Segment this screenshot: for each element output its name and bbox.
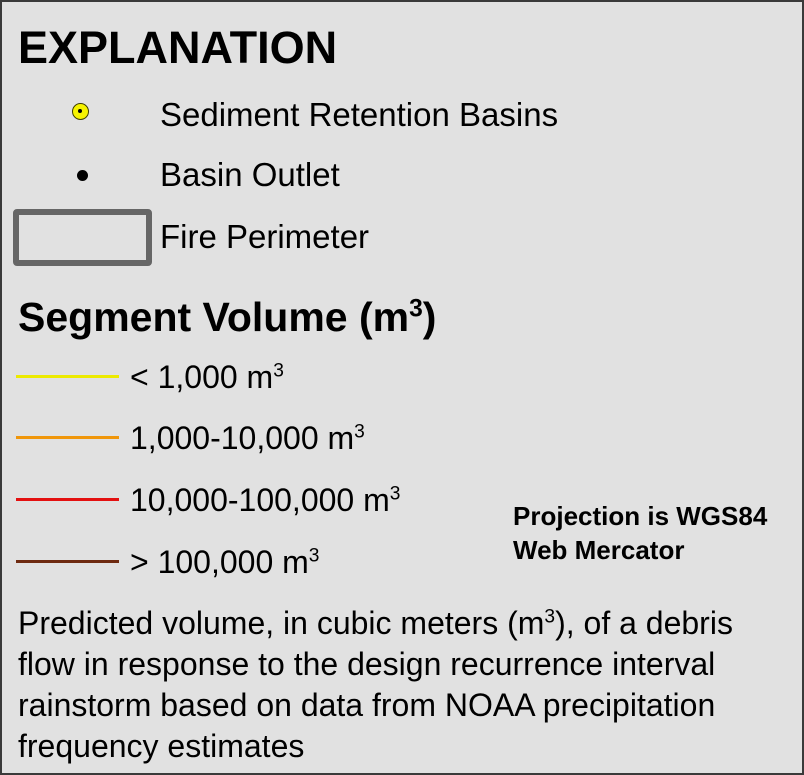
volume-swatch-gt-100000 bbox=[16, 560, 119, 563]
segment-volume-title: Segment Volume (m3) bbox=[18, 294, 437, 340]
projection-note: Projection is WGS84 Web Mercator bbox=[513, 501, 768, 565]
legend-title: EXPLANATION bbox=[18, 22, 338, 73]
segment-volume-title-superscript: 3 bbox=[409, 295, 423, 323]
volume-label-10000-100000: 10,000-100,000 m3 bbox=[130, 482, 401, 518]
basin-outlet-label: Basin Outlet bbox=[160, 156, 340, 193]
volume-description: Predicted volume, in cubic meters (m3), … bbox=[18, 605, 733, 764]
fire-perimeter-label: Fire Perimeter bbox=[160, 218, 370, 255]
volume-swatch-lt-1000 bbox=[16, 375, 119, 378]
sediment-basin-label: Sediment Retention Basins bbox=[160, 96, 559, 133]
volume-label-lt-1000: < 1,000 m3 bbox=[130, 359, 284, 395]
volume-swatch-1000-10000 bbox=[16, 436, 119, 439]
volume-label-1000-10000: 1,000-10,000 m3 bbox=[130, 420, 365, 456]
basin-outlet-icon bbox=[77, 170, 88, 181]
sediment-basin-icon bbox=[72, 103, 89, 120]
volume-swatch-10000-100000 bbox=[16, 498, 119, 501]
volume-label-gt-100000: > 100,000 m3 bbox=[130, 544, 320, 580]
fire-perimeter-icon bbox=[13, 209, 152, 266]
